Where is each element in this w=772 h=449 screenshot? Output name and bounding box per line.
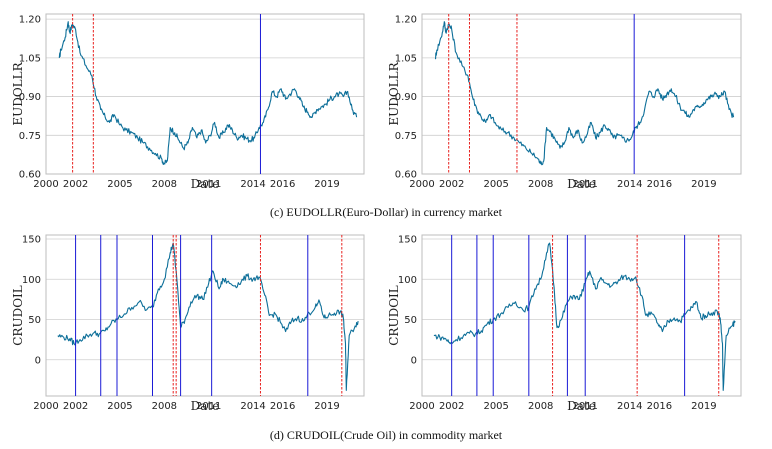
y-tick-label: 0	[35, 355, 41, 366]
x-tick-label: 2011	[572, 401, 597, 412]
y-tick-label: 1.05	[19, 53, 41, 64]
x-tick-label: 2000	[409, 179, 434, 190]
x-axis-label: Date	[567, 177, 596, 191]
x-tick-label: 2016	[647, 179, 672, 190]
y-axis-label: EUDOLLR	[11, 61, 25, 125]
y-axis-label: EUDOLLR	[387, 61, 401, 125]
x-tick-label: 2019	[314, 179, 339, 190]
y-tick-label: 1.20	[395, 15, 417, 26]
chart-crudoil-left: 0 50 100 150 2000 2002 2005 2008 2011 2014 2016 201…	[11, 234, 365, 413]
x-tick-label: 2016	[270, 401, 295, 412]
y-tick-label: 0.60	[395, 170, 417, 181]
x-tick-label: 2008	[152, 401, 177, 412]
x-axis-label: Date	[567, 399, 596, 413]
x-tick-label: 2008	[528, 179, 553, 190]
y-tick-label: 1.20	[19, 15, 41, 26]
y-tick-label: 0	[411, 355, 417, 366]
chart-eudollr-left: 0.60 0.75 0.90 1.05 1.20 2000 2002 2005 2008 2011…	[11, 13, 365, 191]
x-tick-label: 2005	[107, 401, 132, 412]
x-tick-label: 2011	[572, 179, 597, 190]
y-tick-label: 0.75	[395, 131, 417, 142]
plot-frame	[421, 13, 742, 175]
x-tick-label: 2000	[409, 401, 434, 412]
x-tick-label: 2019	[314, 401, 339, 412]
x-tick-label: 2014	[617, 401, 642, 412]
x-tick-label: 2002	[439, 401, 464, 412]
x-tick-label: 2005	[107, 179, 132, 190]
caption-commodity-market: (d) CRUDOIL(Crude Oil) in commodity mark…	[269, 428, 503, 442]
x-tick-label: 2002	[439, 179, 464, 190]
x-tick-label: 2011	[196, 179, 221, 190]
caption-currency-market: (c) EUDOLLR(Euro-Dollar) in currency mar…	[270, 205, 502, 219]
chart-crudoil-right: 0 50 100 150 2000 2002 2005 2008 2011 2014 2016 201…	[387, 234, 742, 413]
series-line	[433, 242, 736, 391]
y-axis-label: CRUDOIL	[11, 285, 25, 346]
y-tick-label: 100	[398, 275, 417, 286]
x-tick-label: 2005	[483, 179, 508, 190]
x-tick-label: 2000	[33, 179, 58, 190]
y-tick-label: 0.90	[395, 92, 417, 103]
series-line	[434, 21, 735, 166]
x-tick-label: 2011	[196, 401, 221, 412]
x-tick-label: 2002	[63, 401, 88, 412]
x-tick-label: 2002	[63, 179, 88, 190]
x-tick-label: 2008	[528, 401, 553, 412]
y-tick-label: 0.90	[19, 92, 41, 103]
x-tick-label: 2014	[240, 179, 265, 190]
x-tick-label: 2000	[33, 401, 58, 412]
y-tick-label: 150	[22, 235, 41, 246]
chart-eudollr-right: 0.60 0.75 0.90 1.05 1.20 2000 2002 2005 2008 2011…	[387, 13, 742, 191]
y-tick-label: 50	[28, 315, 41, 326]
plot-frame	[45, 13, 365, 175]
y-tick-label: 1.05	[395, 53, 417, 64]
x-tick-label: 2014	[617, 179, 642, 190]
y-axis-label: CRUDOIL	[387, 285, 401, 346]
y-tick-label: 150	[398, 235, 417, 246]
x-axis-label: Date	[191, 177, 220, 191]
y-tick-label: 100	[22, 275, 41, 286]
x-tick-label: 2016	[647, 401, 672, 412]
plot-frame	[421, 234, 742, 397]
x-tick-label: 2014	[240, 401, 265, 412]
x-tick-label: 2005	[483, 401, 508, 412]
x-tick-label: 2019	[691, 401, 716, 412]
plot-frame	[45, 234, 365, 397]
x-tick-label: 2016	[270, 179, 295, 190]
y-tick-label: 0.60	[19, 170, 41, 181]
x-tick-label: 2008	[152, 179, 177, 190]
series-line	[58, 21, 358, 166]
y-tick-label: 50	[404, 315, 417, 326]
x-axis-label: Date	[191, 399, 220, 413]
x-tick-label: 2019	[691, 179, 716, 190]
y-tick-label: 0.75	[19, 131, 41, 142]
series-line	[57, 242, 359, 391]
